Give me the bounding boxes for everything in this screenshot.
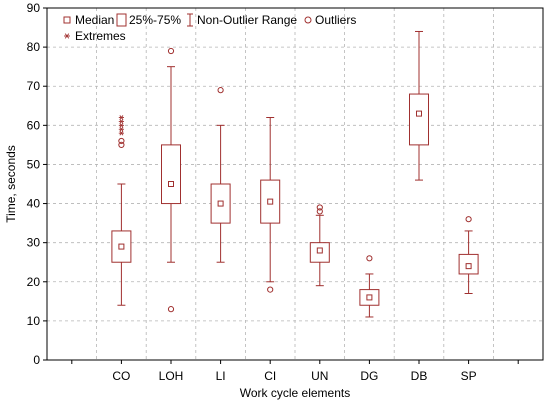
y-tick-label: 90: [27, 1, 41, 15]
iqr-box: [161, 144, 181, 205]
extreme-point: [118, 122, 124, 128]
legend-outliers-label: Outliers: [315, 13, 356, 27]
outlier-point: [217, 87, 224, 94]
extreme-stroke: [119, 119, 124, 124]
grid-lines: [47, 8, 543, 360]
outlier-point: [118, 141, 125, 148]
extreme-point: [118, 126, 124, 132]
legend-median-label: Median: [75, 13, 114, 27]
y-tick-label: 50: [27, 157, 41, 171]
box-dg: [359, 255, 380, 318]
box-sp: [458, 216, 479, 295]
y-axis: 0 10 20 30 40 50 60 70 80 90: [27, 1, 47, 367]
legend-extreme-symbol: [64, 33, 70, 39]
median-marker: [168, 181, 174, 187]
box-loh: [161, 47, 181, 313]
box-co: [111, 115, 132, 306]
x-tick-label: LI: [216, 369, 226, 383]
x-tick-label: DG: [360, 369, 378, 383]
x-axis-label: Work cycle elements: [240, 386, 350, 400]
x-tick-label: DB: [411, 369, 428, 383]
plot-area-frame: [46, 7, 544, 361]
outlier-point: [167, 47, 175, 55]
outlier-point: [316, 208, 323, 215]
x-tick-label: CO: [112, 369, 130, 383]
extreme-point: [118, 130, 124, 136]
legend-iqr-label: 25%-75%: [129, 13, 181, 27]
x-tick-label: SP: [461, 369, 477, 383]
x-tick-label: UN: [311, 369, 328, 383]
legend-median-symbol: [63, 16, 71, 24]
outlier-point: [465, 216, 472, 223]
y-tick-label: 20: [27, 275, 41, 289]
median-marker: [416, 110, 422, 117]
extreme-stroke: [119, 115, 124, 120]
x-axis: CO LOH LI CI UN DG DB SP: [71, 360, 519, 383]
box-series: [111, 30, 479, 318]
extreme-stroke: [119, 130, 124, 136]
median-marker: [118, 243, 125, 250]
legend-range-symbol: [187, 13, 193, 27]
legend-iqr-symbol: [116, 13, 127, 27]
legend-extremes-label: Extremes: [75, 29, 126, 43]
median-marker: [267, 198, 274, 205]
median-marker: [366, 294, 373, 301]
median-marker: [217, 200, 224, 207]
y-tick-label: 80: [27, 40, 41, 54]
box-li: [210, 87, 231, 263]
median-marker: [465, 263, 472, 270]
extreme-stroke: [119, 122, 124, 128]
median-marker: [316, 247, 323, 254]
extreme-stroke: [119, 126, 124, 132]
y-tick-label: 70: [27, 79, 41, 93]
x-tick-label: LOH: [159, 369, 184, 383]
y-tick-label: 40: [27, 197, 41, 211]
box-db: [409, 30, 429, 181]
legend-range-label: Non-Outlier Range: [197, 13, 297, 27]
y-tick-label: 60: [27, 118, 41, 132]
iqr-box: [409, 93, 429, 146]
box-un: [309, 204, 330, 287]
legend-extreme-stroke: [64, 33, 70, 39]
y-tick-label: 0: [33, 353, 40, 367]
outlier-point: [167, 306, 175, 313]
legend-outlier-symbol: [304, 16, 312, 24]
legend: Median 25%-75% Non-Outlier Range Outliers Ex…: [63, 13, 356, 43]
y-tick-label: 10: [27, 314, 41, 328]
y-axis-label: Time, seconds: [4, 145, 18, 223]
outlier-point: [316, 204, 323, 211]
extreme-point: [118, 119, 124, 124]
extreme-point: [118, 115, 124, 120]
y-tick-label: 30: [27, 236, 41, 250]
outlier-point: [366, 255, 373, 262]
outlier-point: [267, 286, 274, 293]
box-ci: [260, 117, 281, 293]
x-tick-label: CI: [264, 369, 276, 383]
outlier-point: [118, 137, 125, 145]
